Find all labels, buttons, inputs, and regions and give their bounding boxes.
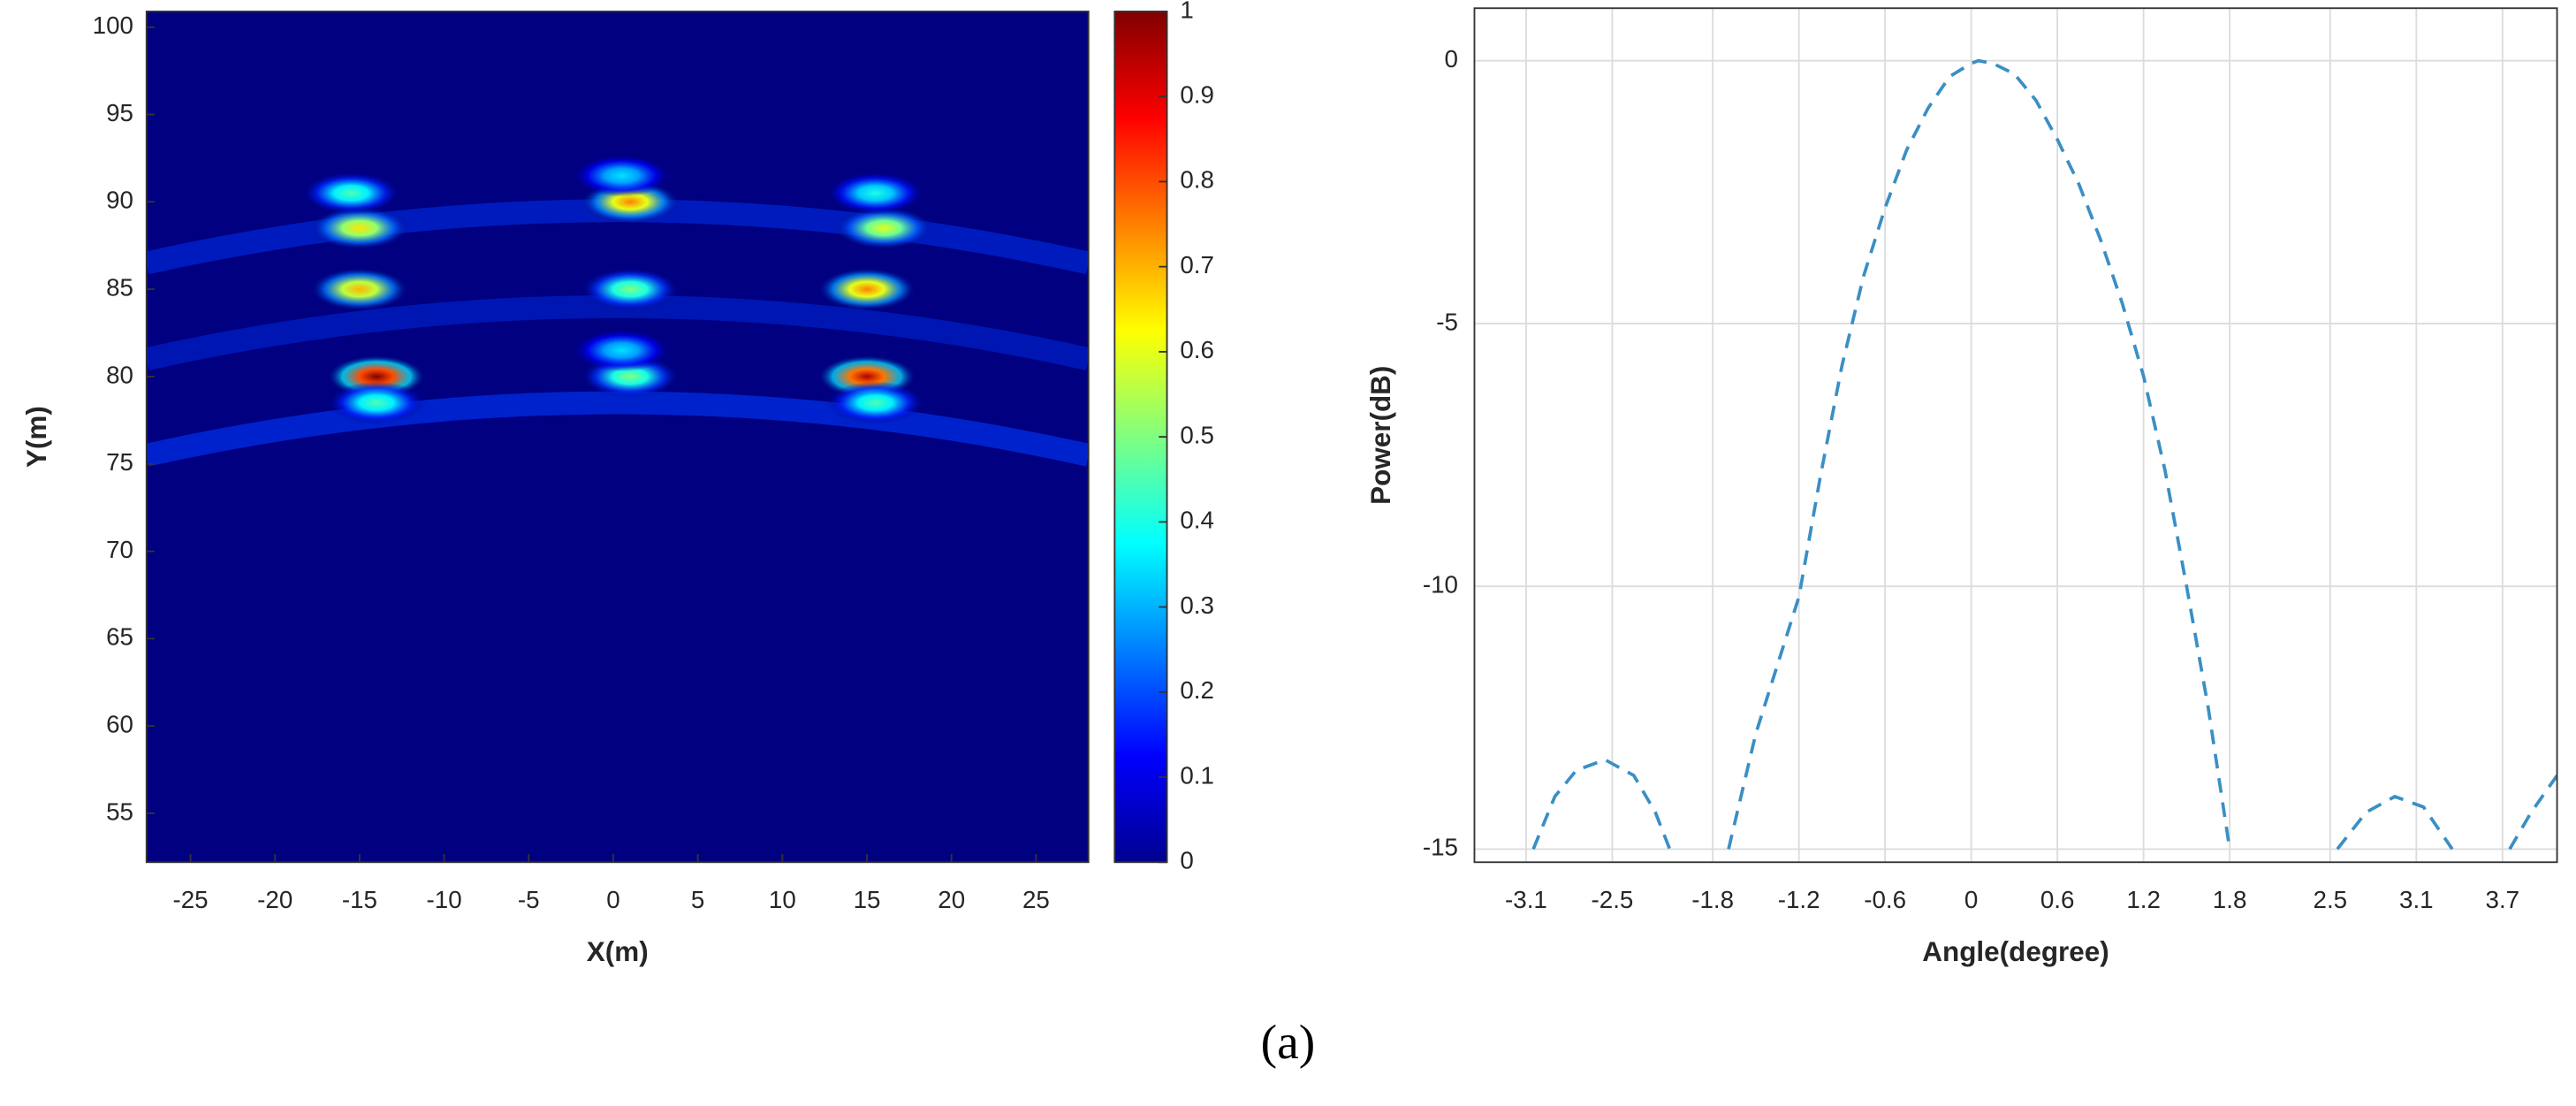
- y-tick-label: 70: [106, 536, 133, 563]
- colorbar: [1113, 11, 1168, 864]
- heat-spot: [301, 172, 400, 215]
- x-tick-label: -15: [342, 886, 377, 913]
- y-axis-label: Y(m): [21, 406, 52, 468]
- y-tick-label: 85: [106, 273, 133, 301]
- colorbar-tick-label: 0.5: [1180, 421, 1214, 448]
- x-axis-label: Angle(degree): [1922, 936, 2109, 967]
- x-axis-label: X(m): [587, 936, 649, 967]
- x-tick-label: 15: [854, 886, 881, 913]
- x-tick-label: 0.6: [2040, 886, 2075, 913]
- y-tick-label: -10: [1423, 570, 1458, 598]
- x-tick-label: 1.8: [2213, 886, 2247, 913]
- y-tick-label: 100: [93, 11, 133, 39]
- heat-spot: [310, 268, 409, 311]
- x-tick-label: -1.8: [1691, 886, 1734, 913]
- colorbar-tick-label: 0: [1180, 847, 1193, 874]
- y-tick-label: -15: [1423, 834, 1458, 861]
- heat-spot: [826, 381, 925, 424]
- x-tick-label: 10: [769, 886, 796, 913]
- y-tick-label: 0: [1445, 45, 1458, 72]
- arc: [146, 391, 1089, 467]
- x-tick-label: 3.1: [2399, 886, 2434, 913]
- plot-frame: [145, 11, 1090, 864]
- colorbar-tick-label: 0.2: [1180, 676, 1214, 704]
- y-tick-label: 65: [106, 623, 133, 651]
- heat-spot: [581, 268, 680, 311]
- x-tick-label: -5: [518, 886, 540, 913]
- x-tick-label: -2.5: [1592, 886, 1634, 913]
- x-tick-label: 25: [1022, 886, 1050, 913]
- y-tick-label: 75: [106, 448, 133, 476]
- colorbar-tick-label: 0.7: [1180, 251, 1214, 278]
- heat-spot: [573, 329, 672, 372]
- y-tick-label: -5: [1436, 308, 1458, 335]
- colorbar-tick-label: 1: [1180, 0, 1193, 23]
- x-tick-label: 0: [1964, 886, 1978, 913]
- x-tick-label: -20: [257, 886, 293, 913]
- colorbar-tick-label: 0.8: [1180, 166, 1214, 194]
- x-tick-label: 20: [938, 886, 965, 913]
- x-tick-label: 1.2: [2126, 886, 2161, 913]
- heat-spot: [310, 206, 409, 250]
- y-axis-label: Power(dB): [1365, 366, 1396, 505]
- x-tick-label: 5: [691, 886, 704, 913]
- colorbar-tick-label: 0.9: [1180, 81, 1214, 109]
- heat-spot: [834, 206, 933, 250]
- heat-spot: [817, 268, 916, 311]
- colorbar-tick-label: 0.6: [1180, 336, 1214, 363]
- plot-frame: [1473, 7, 2558, 864]
- colorbar-tick-label: 0.4: [1180, 507, 1214, 534]
- heat-spot: [826, 172, 925, 215]
- x-tick-label: 2.5: [2314, 886, 2348, 913]
- x-tick-label: 3.7: [2486, 886, 2520, 913]
- x-tick-label: 0: [606, 886, 619, 913]
- y-tick-label: 60: [106, 710, 133, 737]
- x-tick-label: -25: [172, 886, 208, 913]
- x-tick-label: -10: [427, 886, 462, 913]
- heat-spot: [573, 154, 672, 197]
- caption: (a): [1261, 1016, 1316, 1070]
- y-tick-label: 80: [106, 361, 133, 388]
- data-line: [1531, 58, 2557, 850]
- y-tick-label: 95: [106, 99, 133, 126]
- heat-spot: [327, 381, 426, 424]
- x-tick-label: -3.1: [1505, 886, 1547, 913]
- plot-area: [1474, 8, 2557, 863]
- x-tick-label: -1.2: [1778, 886, 1820, 913]
- y-tick-label: 90: [106, 187, 133, 214]
- y-tick-label: 55: [106, 797, 133, 825]
- x-tick-label: -0.6: [1864, 886, 1906, 913]
- colorbar-tick-label: 0.1: [1180, 761, 1214, 789]
- heatmap-layer: [146, 154, 1089, 467]
- colorbar-tick-label: 0.3: [1180, 591, 1214, 619]
